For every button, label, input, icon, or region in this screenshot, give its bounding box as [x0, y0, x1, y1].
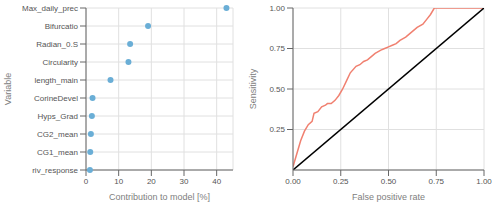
svg-text:1.00: 1.00 [476, 177, 492, 186]
svg-text:Contribution to model [%]: Contribution to model [%] [109, 192, 210, 202]
svg-text:riv_response: riv_response [32, 166, 78, 175]
svg-text:0.50: 0.50 [269, 85, 285, 94]
svg-text:1.00: 1.00 [269, 4, 285, 13]
svg-text:0.00: 0.00 [285, 177, 301, 186]
svg-text:30: 30 [180, 177, 189, 186]
svg-text:20: 20 [147, 177, 156, 186]
svg-text:False positive rate: False positive rate [352, 192, 425, 202]
svg-text:Circularity: Circularity [42, 58, 78, 67]
svg-text:Max_daily_prec: Max_daily_prec [22, 4, 78, 13]
svg-text:Hyps_Grad: Hyps_Grad [38, 112, 78, 121]
svg-text:Variable: Variable [8, 73, 13, 105]
svg-text:10: 10 [114, 177, 123, 186]
svg-text:0: 0 [84, 177, 89, 186]
svg-text:0.25: 0.25 [269, 125, 285, 134]
svg-text:CorineDevel: CorineDevel [34, 94, 78, 103]
svg-text:0.75: 0.75 [428, 177, 444, 186]
svg-text:Sensitivity: Sensitivity [248, 68, 258, 109]
svg-text:0.75: 0.75 [269, 44, 285, 53]
svg-text:length_main: length_main [34, 76, 78, 85]
svg-text:0.25: 0.25 [333, 177, 349, 186]
svg-text:CG2_mean: CG2_mean [37, 130, 78, 139]
svg-text:40: 40 [212, 177, 221, 186]
svg-text:Bifurcatio: Bifurcatio [45, 22, 79, 31]
svg-text:0.50: 0.50 [381, 177, 397, 186]
svg-text:CG1_mean: CG1_mean [37, 148, 78, 157]
svg-text:Radian_0.S: Radian_0.S [36, 40, 78, 49]
